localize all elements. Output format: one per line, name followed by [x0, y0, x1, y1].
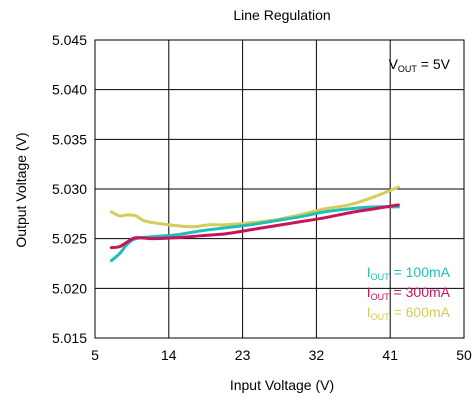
- series-lines: [109, 185, 400, 263]
- legend-entry-100ma: IOUT = 100mA: [367, 264, 451, 282]
- tick-labels: 5 14 23 32 41 50 5.015 5.020 5.025 5.030 5.035 5.04…: [52, 32, 472, 363]
- legend: IOUT = 100mA IOUT = 300mA IOUT = 600mA: [367, 264, 451, 322]
- series-line-0: [109, 205, 400, 263]
- y-tick-label: 5.035: [52, 131, 87, 147]
- x-tick-label: 41: [382, 347, 398, 363]
- y-axis-label: Output Voltage (V): [13, 132, 29, 247]
- y-tick-label: 5.045: [52, 32, 87, 48]
- legend-entry-300ma: IOUT = 300mA: [367, 284, 451, 302]
- x-tick-label: 32: [309, 347, 325, 363]
- x-tick-label: 23: [235, 347, 251, 363]
- y-tick-label: 5.020: [52, 280, 87, 296]
- x-axis-label: Input Voltage (V): [230, 377, 334, 393]
- series-line-1: [109, 203, 400, 250]
- vout-annotation: VOUT = 5V: [389, 56, 451, 74]
- y-tick-label: 5.025: [52, 231, 87, 247]
- x-tick-label: 5: [91, 347, 99, 363]
- plot-frame: [94, 39, 465, 339]
- y-tick-label: 5.030: [52, 181, 87, 197]
- x-tick-label: 14: [161, 347, 177, 363]
- x-tick-label: 50: [456, 347, 472, 363]
- y-tick-label: 5.040: [52, 82, 87, 98]
- chart-title: Line Regulation: [233, 7, 330, 23]
- legend-entry-600ma: IOUT = 600mA: [367, 304, 451, 322]
- y-tick-label: 5.015: [52, 330, 87, 346]
- series-line-2: [109, 185, 400, 229]
